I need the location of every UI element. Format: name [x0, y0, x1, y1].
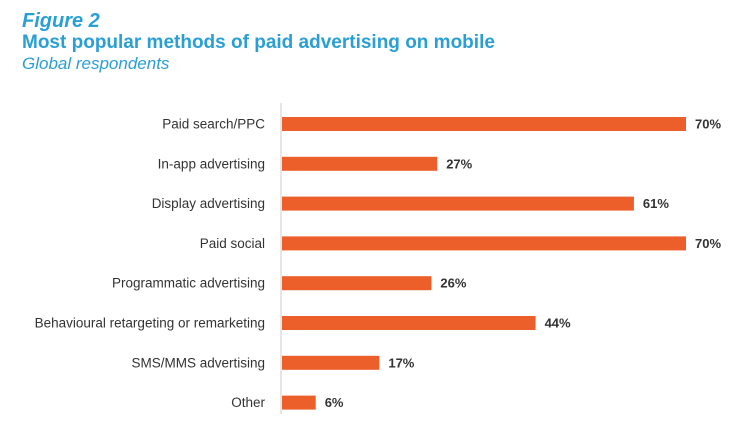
value-label: 70%: [695, 117, 721, 132]
chart-subtitle: Global respondents: [22, 53, 170, 73]
value-label: 27%: [446, 156, 472, 171]
category-label: Paid social: [200, 236, 265, 251]
category-label: Programmatic advertising: [112, 276, 265, 291]
chart-title: Most popular methods of paid advertising…: [22, 32, 495, 53]
category-label: Other: [231, 395, 265, 410]
category-label: Behavioural retargeting or remarketing: [35, 316, 265, 331]
bar: [282, 276, 432, 291]
value-label: 44%: [545, 316, 571, 331]
category-label: In-app advertising: [158, 156, 265, 171]
bar: [282, 355, 380, 370]
category-label: Display advertising: [152, 196, 265, 211]
value-label: 17%: [388, 355, 414, 370]
figure-label: Figure 2: [22, 10, 100, 32]
value-label: 61%: [643, 196, 669, 211]
chart-header: Figure 2 Most popular methods of paid ad…: [22, 10, 495, 74]
category-label: Paid search/PPC: [162, 117, 265, 132]
bar: [282, 236, 686, 251]
bar: [282, 316, 536, 330]
bar: [282, 156, 438, 171]
bar: [282, 395, 316, 410]
value-label: 6%: [325, 395, 344, 410]
value-label: 70%: [695, 236, 721, 251]
bar: [282, 117, 686, 131]
bar: [282, 196, 634, 211]
category-label: SMS/MMS advertising: [131, 355, 265, 370]
value-label: 26%: [440, 276, 466, 291]
